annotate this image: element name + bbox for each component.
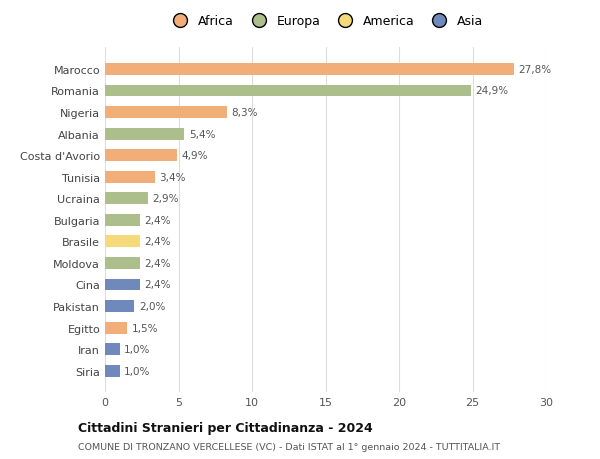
Text: 4,9%: 4,9%	[181, 151, 208, 161]
Text: 2,4%: 2,4%	[145, 237, 171, 247]
Bar	[105, 236, 140, 248]
Text: 2,4%: 2,4%	[145, 280, 171, 290]
Bar	[105, 107, 227, 119]
Bar	[105, 301, 134, 312]
Bar	[105, 365, 120, 377]
Text: 8,3%: 8,3%	[232, 108, 258, 118]
Bar	[105, 150, 177, 162]
Text: 2,4%: 2,4%	[145, 215, 171, 225]
Bar	[105, 279, 140, 291]
Text: 2,9%: 2,9%	[152, 194, 179, 204]
Text: 5,4%: 5,4%	[189, 129, 215, 139]
Text: 2,0%: 2,0%	[139, 302, 165, 311]
Text: Cittadini Stranieri per Cittadinanza - 2024: Cittadini Stranieri per Cittadinanza - 2…	[78, 421, 373, 434]
Text: 3,4%: 3,4%	[160, 172, 186, 182]
Bar	[105, 129, 184, 140]
Bar	[105, 322, 127, 334]
Text: COMUNE DI TRONZANO VERCELLESE (VC) - Dati ISTAT al 1° gennaio 2024 - TUTTITALIA.: COMUNE DI TRONZANO VERCELLESE (VC) - Dat…	[78, 442, 500, 451]
Legend: Africa, Europa, America, Asia: Africa, Europa, America, Asia	[168, 15, 483, 28]
Text: 1,0%: 1,0%	[124, 366, 151, 376]
Bar	[105, 257, 140, 269]
Bar	[105, 85, 471, 97]
Bar	[105, 171, 155, 183]
Text: 2,4%: 2,4%	[145, 258, 171, 269]
Text: 27,8%: 27,8%	[518, 65, 551, 75]
Bar	[105, 214, 140, 226]
Text: 1,5%: 1,5%	[131, 323, 158, 333]
Bar	[105, 64, 514, 76]
Bar	[105, 193, 148, 205]
Bar	[105, 343, 120, 355]
Text: 24,9%: 24,9%	[475, 86, 509, 96]
Text: 1,0%: 1,0%	[124, 344, 151, 354]
